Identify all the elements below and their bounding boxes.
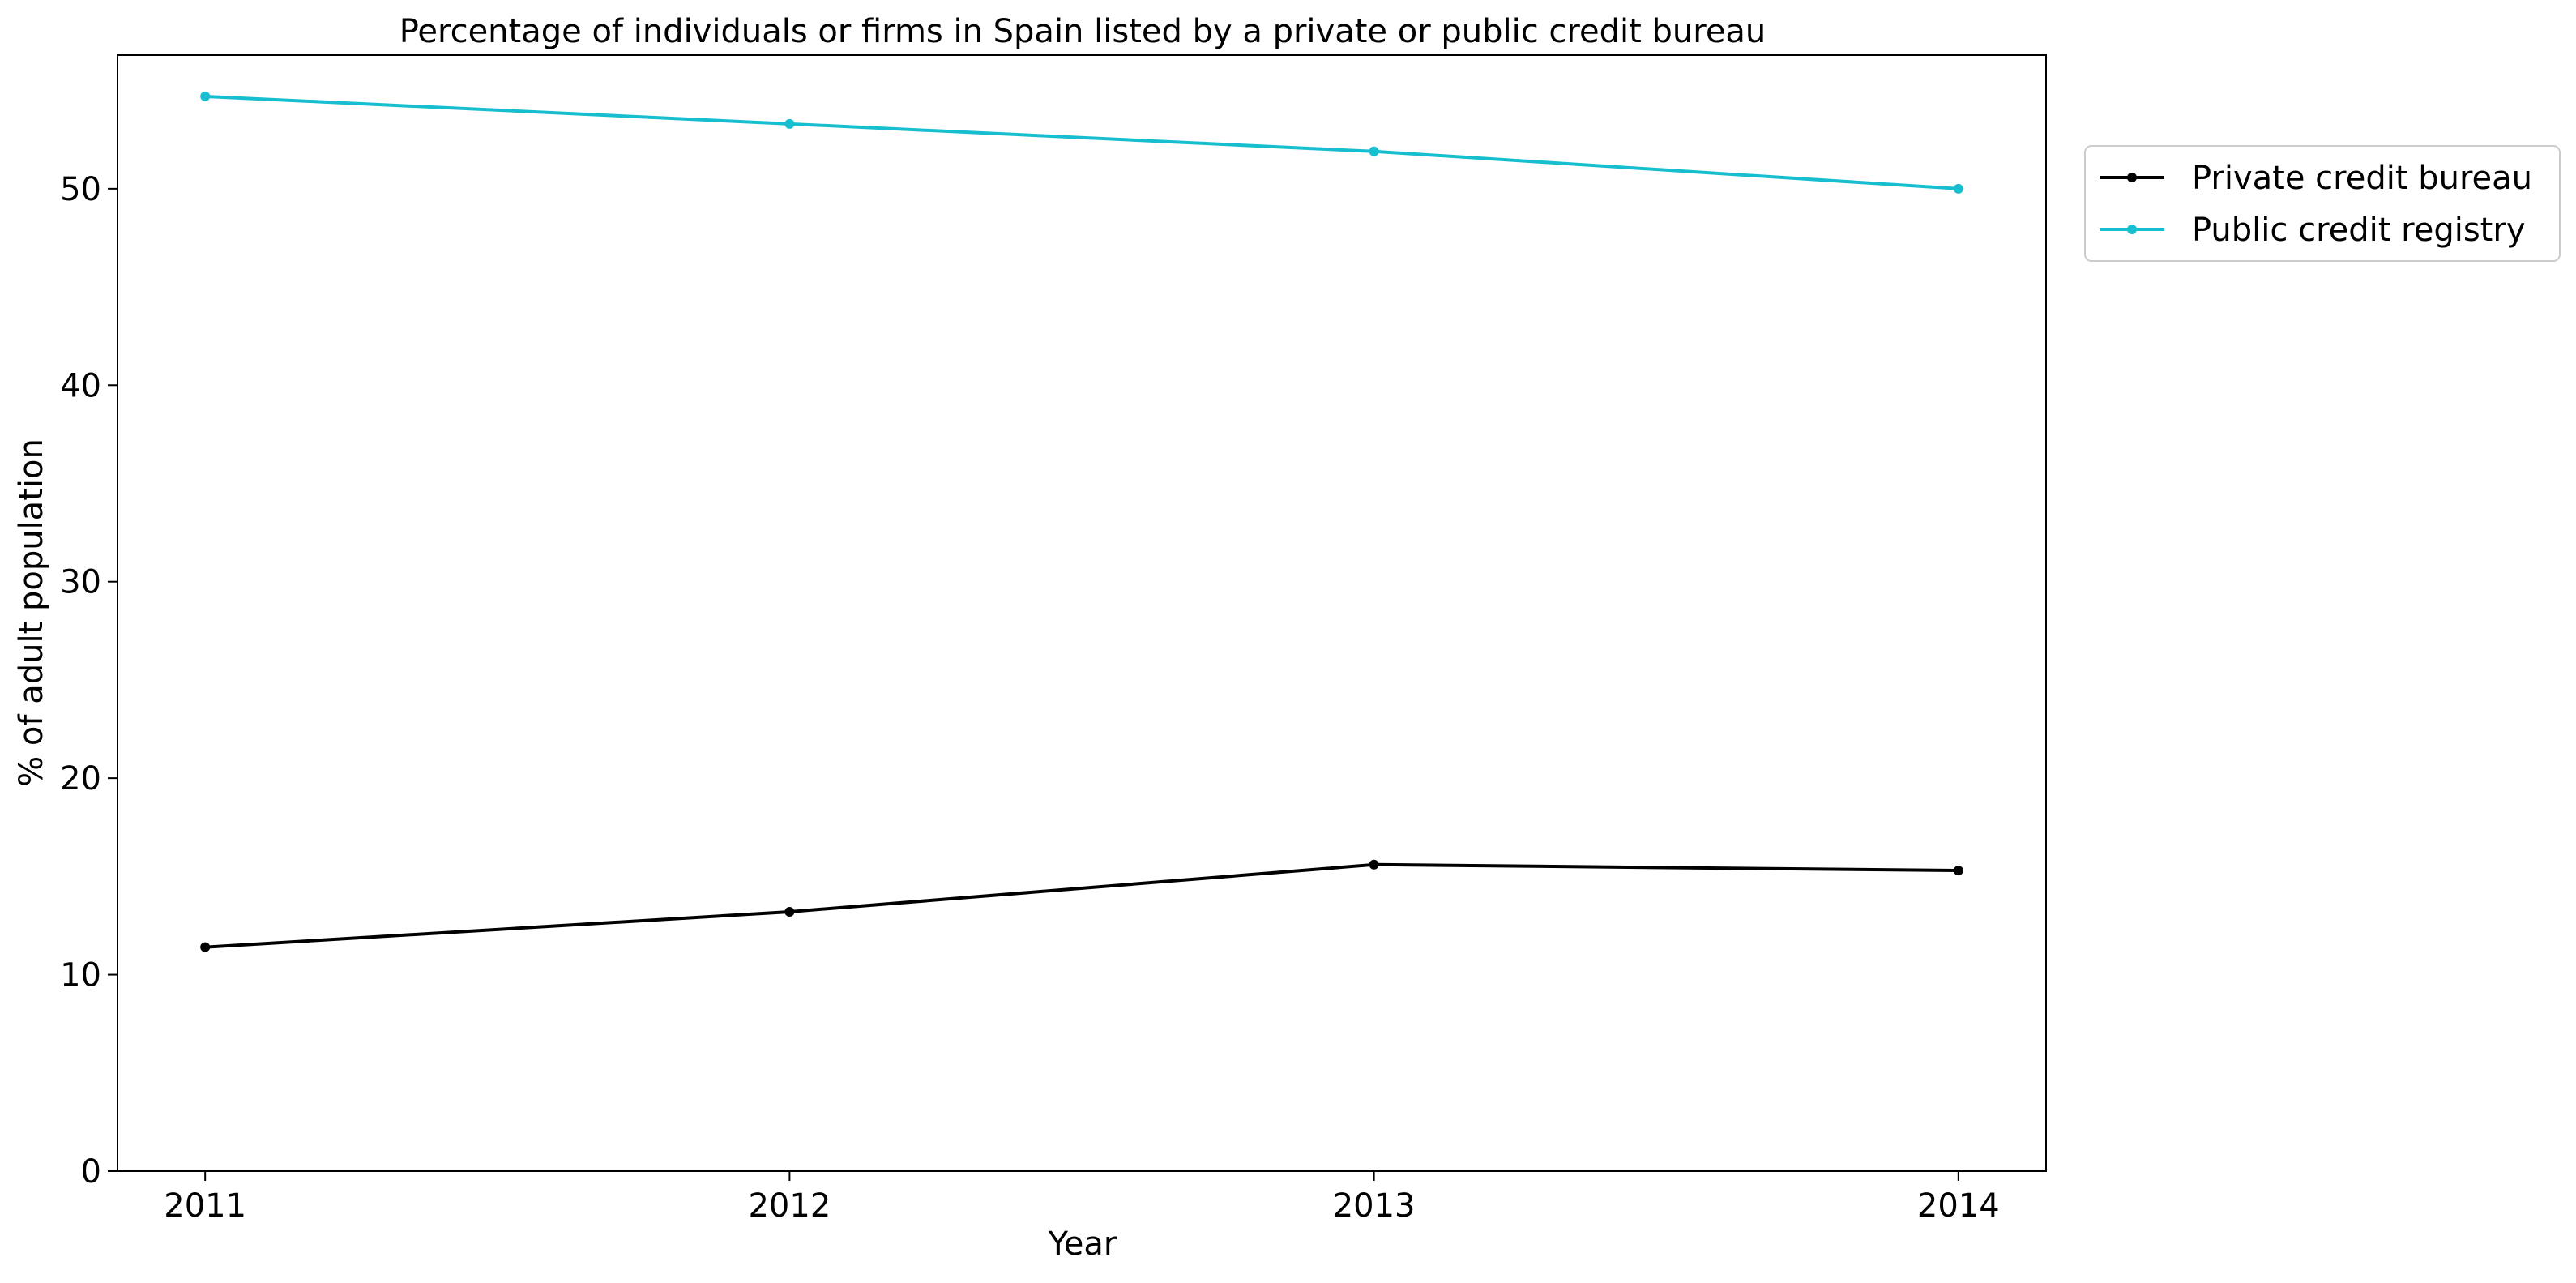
series-1-point	[1953, 183, 1963, 194]
legend: Private credit bureau Public credit regis…	[2084, 145, 2561, 262]
series-1-point	[784, 118, 795, 129]
y-tick-label: 0	[81, 1153, 101, 1191]
legend-swatch-marker	[2127, 173, 2137, 182]
legend-swatch-marker	[2127, 225, 2137, 234]
legend-label: Private credit bureau	[2192, 160, 2532, 197]
x-axis-label: Year	[1048, 1225, 1117, 1263]
series-1-point	[1369, 146, 1379, 156]
y-tick-label: 30	[60, 564, 101, 601]
series-line-0	[205, 862, 1959, 949]
series-layer	[200, 91, 1963, 952]
x-tick-label: 2013	[1333, 1187, 1416, 1225]
y-tick-label: 20	[60, 760, 101, 798]
y-tick-label: 40	[60, 367, 101, 404]
legend-items: Private credit bureau Public credit regis…	[2100, 160, 2532, 249]
chart-title: Percentage of individuals or firms in Sp…	[399, 13, 1766, 50]
x-tick-label: 2014	[1917, 1187, 2000, 1225]
y-tick-label: 50	[60, 171, 101, 208]
series-1-point	[200, 91, 211, 101]
series-0-point	[1953, 866, 1963, 876]
y-axis: 0 10 20 30 40 50	[60, 171, 117, 1191]
y-tick-label: 10	[60, 957, 101, 994]
legend-label: Public credit registry	[2192, 212, 2525, 249]
x-tick-label: 2011	[164, 1187, 246, 1225]
plot-area	[117, 54, 2047, 1172]
series-0-point	[200, 942, 211, 952]
legend-box	[2084, 145, 2561, 262]
series-0-point	[1369, 859, 1379, 870]
y-axis-label: % of adult population	[13, 438, 50, 787]
series-0-point	[784, 906, 795, 917]
series-line-1	[205, 94, 1959, 190]
x-axis: 2011 2012 2013 2014	[164, 1171, 2000, 1225]
x-tick-label: 2012	[748, 1187, 831, 1225]
